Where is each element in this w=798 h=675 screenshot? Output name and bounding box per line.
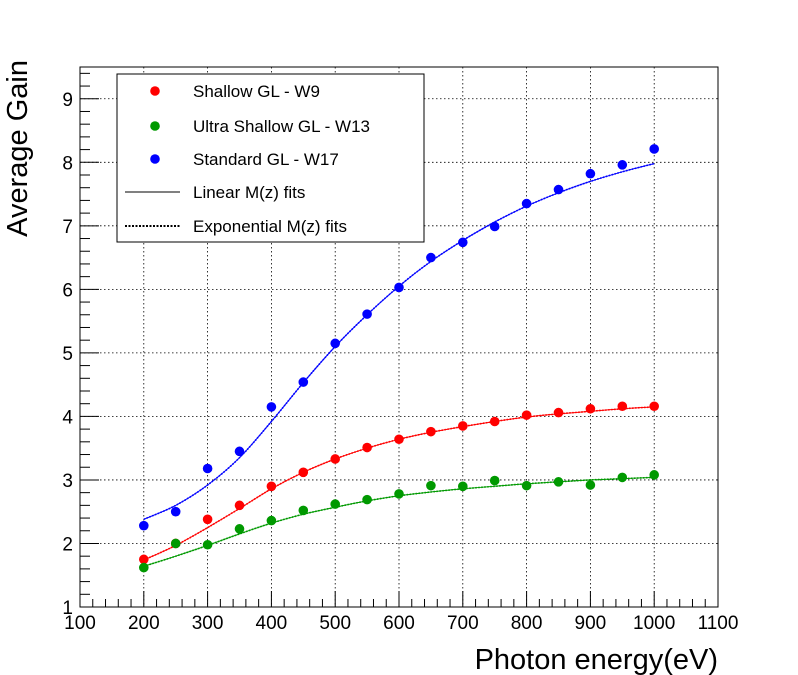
x-axis-title: Photon energy(eV): [475, 644, 718, 675]
data-point: [617, 472, 628, 483]
x-tick-label: 1000: [633, 613, 675, 634]
legend-label: Ultra Shallow GL - W13: [193, 117, 370, 136]
data-point: [394, 282, 404, 293]
data-point: [426, 480, 436, 491]
data-point: [362, 494, 372, 505]
data-point: [649, 470, 659, 480]
data-point: [170, 506, 181, 517]
x-tick-label: 600: [383, 613, 415, 634]
data-point: [617, 401, 628, 412]
data-point: [521, 410, 532, 420]
data-point: [458, 421, 468, 431]
y-tick-label: 7: [62, 217, 73, 238]
data-point: [330, 338, 341, 349]
y-axis-title: Average Gain: [2, 60, 34, 237]
data-point: [426, 252, 436, 263]
y-tick-label: 5: [62, 344, 73, 365]
data-point: [489, 221, 500, 232]
data-point: [394, 489, 404, 499]
data-point: [585, 403, 596, 414]
y-tick-label: 6: [62, 280, 73, 301]
x-tick-label: 800: [511, 613, 543, 634]
data-point: [649, 144, 659, 154]
data-point: [362, 442, 372, 453]
data-point: [426, 426, 436, 437]
legend-label: Shallow GL - W9: [193, 82, 320, 101]
y-tick-label: 3: [62, 471, 73, 492]
data-point: [330, 499, 341, 509]
x-tick-label: 900: [575, 613, 607, 634]
data-point: [458, 237, 468, 248]
y-tick-label: 1: [62, 598, 73, 619]
x-tick-label: 400: [256, 613, 288, 634]
legend-marker: [150, 86, 160, 96]
legend-marker: [150, 121, 160, 131]
x-tick-label: 700: [447, 613, 479, 634]
x-tick-label: 200: [128, 613, 160, 634]
data-point: [298, 505, 309, 516]
data-point: [553, 184, 564, 195]
data-point: [553, 477, 564, 487]
legend: Shallow GL - W9 Ultra Shallow GL - W13 Sta…: [116, 73, 425, 243]
legend-label: Standard GL - W17: [193, 150, 339, 169]
data-point: [139, 562, 149, 573]
data-point: [330, 454, 341, 464]
y-tick-label: 9: [62, 90, 73, 111]
data-point: [362, 309, 372, 319]
x-tick-label: 1100: [698, 613, 739, 634]
data-point: [298, 467, 309, 478]
data-point: [521, 198, 532, 209]
x-tick-label: 100: [64, 613, 96, 634]
data-point: [266, 402, 277, 412]
data-point: [298, 377, 309, 387]
x-tick-label: 300: [192, 613, 224, 634]
y-tick-label: 8: [62, 153, 73, 174]
data-point: [553, 407, 564, 418]
data-point: [521, 480, 532, 491]
axes: 100 200 300 400 500 600 700 800 900 1000 1100 1 2 3 4 5…: [62, 66, 739, 634]
data-point: [170, 538, 181, 549]
y-tick-label: 4: [62, 407, 73, 428]
x-tick-label: 500: [319, 613, 351, 634]
data-point: [489, 416, 500, 427]
y-tick-label: 2: [62, 534, 73, 555]
data-point: [234, 446, 245, 457]
legend-label: Linear M(z) fits: [193, 183, 305, 202]
data-point: [234, 524, 245, 534]
data-point: [585, 480, 596, 490]
legend-box: [116, 73, 425, 243]
data-point: [649, 401, 659, 412]
data-point: [489, 475, 500, 486]
data-point: [394, 434, 404, 445]
data-points: [139, 144, 659, 573]
data-point: [202, 539, 213, 550]
data-point: [458, 481, 468, 492]
data-point: [266, 481, 277, 492]
legend-marker: [150, 154, 160, 164]
data-point: [617, 160, 628, 170]
legend-label: Exponential M(z) fits: [193, 217, 347, 236]
data-point: [202, 463, 213, 474]
data-point: [234, 500, 245, 511]
data-point: [139, 520, 149, 531]
data-point: [266, 515, 277, 526]
data-point: [139, 554, 149, 565]
data-point: [202, 514, 213, 525]
data-point: [585, 168, 596, 179]
